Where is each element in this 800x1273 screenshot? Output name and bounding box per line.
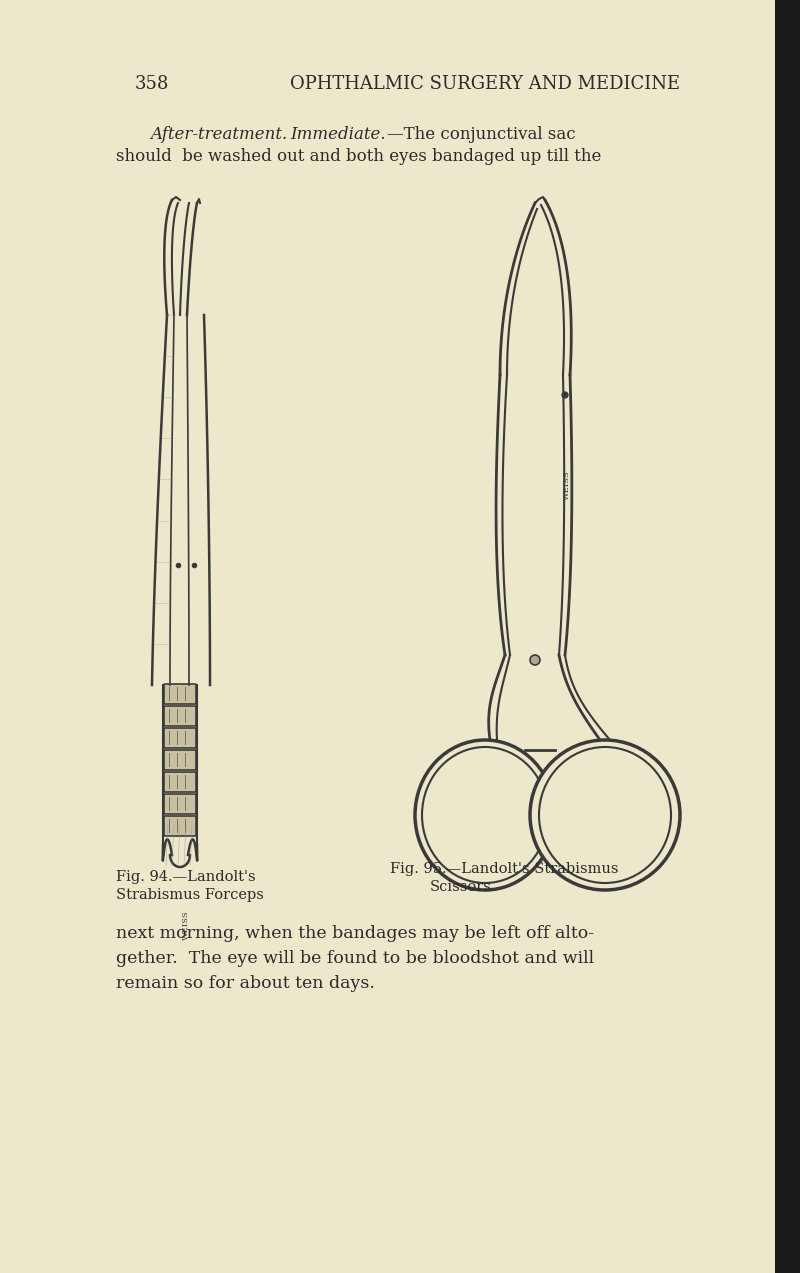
Text: remain so for about ten days.: remain so for about ten days. [116,975,375,992]
FancyBboxPatch shape [164,816,196,836]
Text: OPHTHALMIC SURGERY AND MEDICINE: OPHTHALMIC SURGERY AND MEDICINE [290,75,680,93]
Ellipse shape [539,747,671,883]
Text: Immediate.: Immediate. [290,126,386,143]
Text: After-treatment.: After-treatment. [150,126,287,143]
Ellipse shape [415,740,555,890]
Text: Fig. 95.—Landolt's Strabismus: Fig. 95.—Landolt's Strabismus [390,862,618,876]
Text: Strabismus Forceps: Strabismus Forceps [116,889,264,903]
FancyBboxPatch shape [164,750,196,770]
FancyBboxPatch shape [164,771,196,792]
FancyBboxPatch shape [164,707,196,726]
Ellipse shape [422,747,548,883]
Circle shape [530,656,540,665]
Text: gether.  The eye will be found to be bloodshot and will: gether. The eye will be found to be bloo… [116,950,594,967]
Text: Scissors: Scissors [430,880,492,894]
Text: Fig. 94.—Landolt's: Fig. 94.—Landolt's [116,869,256,883]
Bar [775,0,800,1273]
Text: WEISS: WEISS [182,910,190,939]
Text: should  be washed out and both eyes bandaged up till the: should be washed out and both eyes banda… [116,148,602,165]
Text: WEISS: WEISS [563,470,571,500]
Circle shape [562,392,568,398]
FancyBboxPatch shape [164,728,196,749]
FancyBboxPatch shape [164,794,196,813]
Ellipse shape [530,740,680,890]
Text: —The conjunctival sac: —The conjunctival sac [387,126,576,143]
Text: 358: 358 [135,75,170,93]
FancyBboxPatch shape [164,684,196,704]
Text: next morning, when the bandages may be left off alto-: next morning, when the bandages may be l… [116,925,594,942]
